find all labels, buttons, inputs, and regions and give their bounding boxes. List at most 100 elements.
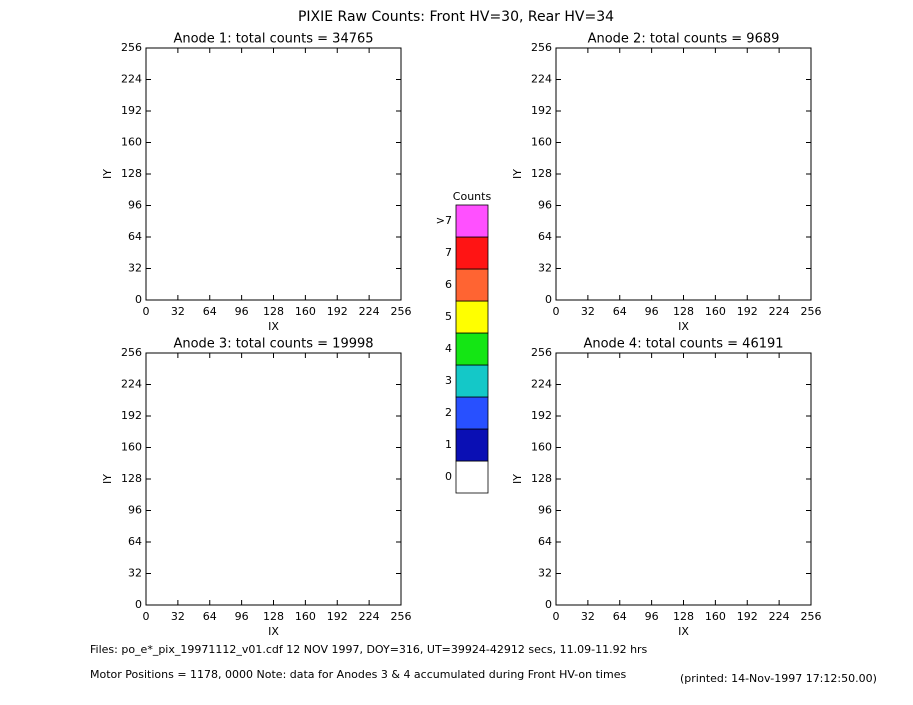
y-tick-label: 128 [531, 167, 552, 180]
x-tick-label: 160 [295, 305, 316, 318]
footer-printed: (printed: 14-Nov-1997 17:12:50.00) [680, 672, 877, 685]
panel-title: Anode 2: total counts = 9689 [588, 32, 780, 47]
y-tick-label: 32 [128, 262, 142, 275]
x-tick-label: 32 [171, 305, 185, 318]
x-tick-label: 96 [645, 610, 659, 623]
x-tick-label: 0 [553, 305, 560, 318]
x-tick-label: 192 [327, 305, 348, 318]
y-tick-label: 192 [531, 409, 552, 422]
colorbar-label: 2 [445, 406, 452, 419]
panel-title: Anode 3: total counts = 19998 [173, 337, 373, 352]
x-tick-label: 224 [359, 305, 380, 318]
y-tick-label: 192 [121, 104, 142, 117]
x-tick-label: 256 [391, 610, 412, 623]
y-tick-label: 96 [128, 504, 142, 517]
y-tick-label: 192 [121, 409, 142, 422]
y-tick-label: 32 [128, 567, 142, 580]
y-tick-label: 128 [121, 472, 142, 485]
y-tick-label: 0 [135, 598, 142, 611]
x-tick-label: 128 [263, 305, 284, 318]
x-axis-label: IX [678, 625, 689, 638]
y-tick-label: 128 [531, 472, 552, 485]
colorbar-title: Counts [453, 190, 492, 203]
y-tick-label: 64 [538, 230, 552, 243]
x-axis-label: IX [268, 320, 279, 333]
colorbar-cell [455, 364, 489, 398]
y-tick-label: 256 [121, 346, 142, 359]
y-tick-label: 256 [531, 41, 552, 54]
y-tick-label: 0 [135, 293, 142, 306]
main-title: PIXIE Raw Counts: Front HV=30, Rear HV=3… [298, 9, 614, 25]
x-tick-label: 32 [581, 305, 595, 318]
x-tick-label: 192 [737, 305, 758, 318]
colorbar-label: 4 [445, 342, 452, 355]
x-tick-label: 64 [203, 610, 217, 623]
x-tick-label: 64 [613, 305, 627, 318]
x-tick-label: 0 [143, 610, 150, 623]
x-tick-label: 96 [235, 610, 249, 623]
y-tick-label: 160 [121, 136, 142, 149]
y-tick-label: 0 [545, 293, 552, 306]
x-tick-label: 224 [769, 305, 790, 318]
colorbar-label: 7 [445, 246, 452, 259]
x-tick-label: 128 [673, 610, 694, 623]
x-tick-label: 64 [203, 305, 217, 318]
colorbar-label: 0 [445, 470, 452, 483]
x-tick-label: 64 [613, 610, 627, 623]
y-tick-label: 64 [128, 535, 142, 548]
colorbar-cell [455, 460, 489, 494]
y-tick-label: 64 [128, 230, 142, 243]
y-tick-label: 192 [531, 104, 552, 117]
y-tick-label: 96 [538, 504, 552, 517]
x-tick-label: 256 [801, 610, 822, 623]
x-tick-label: 32 [171, 610, 185, 623]
panel-title: Anode 4: total counts = 46191 [583, 337, 783, 352]
x-tick-label: 160 [295, 610, 316, 623]
x-tick-label: 96 [235, 305, 249, 318]
x-tick-label: 0 [143, 305, 150, 318]
colorbar-cell [455, 204, 489, 238]
y-tick-label: 224 [531, 378, 552, 391]
x-tick-label: 192 [327, 610, 348, 623]
y-tick-label: 160 [531, 441, 552, 454]
colorbar-label: 1 [445, 438, 452, 451]
x-tick-label: 128 [263, 610, 284, 623]
x-tick-label: 192 [737, 610, 758, 623]
colorbar-label: 3 [445, 374, 452, 387]
x-axis-label: IX [678, 320, 689, 333]
x-tick-label: 256 [801, 305, 822, 318]
y-tick-label: 32 [538, 262, 552, 275]
colorbar-label: 5 [445, 310, 452, 323]
footer-files: Files: po_e*_pix_19971112_v01.cdf 12 NOV… [90, 643, 648, 656]
y-tick-label: 32 [538, 567, 552, 580]
colorbar-label: 6 [445, 278, 452, 291]
y-tick-label: 224 [121, 378, 142, 391]
colorbar-cell [455, 332, 489, 366]
y-axis-label: IY [511, 169, 524, 179]
x-tick-label: 128 [673, 305, 694, 318]
colorbar-cell [455, 396, 489, 430]
colorbar-cell [455, 236, 489, 270]
y-tick-label: 256 [121, 41, 142, 54]
y-tick-label: 96 [128, 199, 142, 212]
y-tick-label: 256 [531, 346, 552, 359]
y-tick-label: 128 [121, 167, 142, 180]
x-tick-label: 256 [391, 305, 412, 318]
y-tick-label: 224 [121, 73, 142, 86]
x-tick-label: 224 [359, 610, 380, 623]
x-tick-label: 224 [769, 610, 790, 623]
y-tick-label: 224 [531, 73, 552, 86]
y-axis-label: IY [101, 169, 114, 179]
footer-motor: Motor Positions = 1178, 0000 Note: data … [90, 668, 626, 681]
y-axis-label: IY [101, 474, 114, 484]
colorbar-cell [455, 428, 489, 462]
y-tick-label: 64 [538, 535, 552, 548]
panel-title: Anode 1: total counts = 34765 [173, 32, 373, 47]
y-tick-label: 96 [538, 199, 552, 212]
y-tick-label: 0 [545, 598, 552, 611]
x-tick-label: 0 [553, 610, 560, 623]
x-tick-label: 96 [645, 305, 659, 318]
y-tick-label: 160 [121, 441, 142, 454]
x-tick-label: 32 [581, 610, 595, 623]
